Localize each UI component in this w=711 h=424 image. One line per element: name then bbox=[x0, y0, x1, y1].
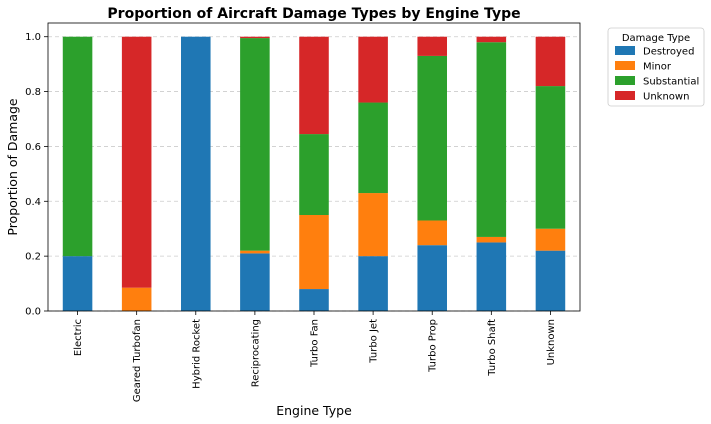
legend-swatch-minor bbox=[615, 61, 635, 70]
x-tick-label: Unknown bbox=[546, 319, 557, 365]
bar-destroyed-turbo-shaft bbox=[476, 242, 507, 311]
x-ticks: Electric Geared Turbofan Hybrid Rocket Reci… bbox=[73, 311, 557, 402]
x-tick-label: Turbo Jet bbox=[369, 319, 380, 364]
y-ticks: 0.0 0.2 0.4 0.6 0.8 1.0 bbox=[25, 32, 48, 318]
y-tick-label: 0.6 bbox=[25, 142, 41, 153]
x-tick-label: Reciprocating bbox=[250, 319, 261, 387]
x-tick-label: Turbo Shaft bbox=[487, 319, 498, 377]
bar-unknown-turbo-jet bbox=[358, 36, 388, 103]
bar-minor-reciprocating bbox=[240, 250, 270, 254]
legend-swatch-unknown bbox=[615, 91, 635, 100]
bar-unknown-geared-turbofan bbox=[121, 36, 152, 288]
bar-minor-geared-turbofan bbox=[121, 287, 152, 311]
bar-minor-turbo-jet bbox=[358, 193, 388, 257]
bar-unknown-unknown bbox=[535, 36, 566, 87]
bar-destroyed-hybrid-rocket bbox=[181, 36, 211, 311]
bar-substantial-turbo-fan bbox=[299, 134, 329, 215]
legend-swatch-substantial bbox=[615, 76, 635, 85]
legend-title: Damage Type bbox=[622, 33, 690, 44]
y-tick-label: 0.4 bbox=[25, 197, 41, 208]
bar-unknown-turbo-fan bbox=[299, 36, 329, 135]
bars bbox=[62, 36, 566, 311]
bar-substantial-unknown bbox=[535, 86, 566, 229]
y-axis-label: Proportion of Damage bbox=[5, 98, 20, 236]
bar-unknown-reciprocating bbox=[240, 36, 270, 39]
y-tick-label: 0.8 bbox=[25, 87, 41, 98]
y-tick-label: 1.0 bbox=[25, 32, 41, 43]
y-tick-label: 0.0 bbox=[25, 307, 41, 318]
legend-label-destroyed: Destroyed bbox=[643, 47, 694, 58]
bar-destroyed-turbo-fan bbox=[299, 289, 329, 311]
bar-minor-turbo-fan bbox=[299, 215, 329, 290]
bar-substantial-turbo-prop bbox=[417, 55, 447, 221]
bar-destroyed-unknown bbox=[535, 250, 566, 311]
bar-unknown-turbo-prop bbox=[417, 36, 447, 56]
bar-minor-turbo-shaft bbox=[476, 236, 507, 243]
chart-title: Proportion of Aircraft Damage Types by E… bbox=[107, 6, 520, 22]
bar-destroyed-turbo-jet bbox=[358, 256, 388, 311]
bar-destroyed-reciprocating bbox=[240, 253, 270, 311]
x-tick-label: Geared Turbofan bbox=[132, 319, 143, 402]
legend-label-unknown: Unknown bbox=[643, 92, 689, 103]
y-tick-label: 0.2 bbox=[25, 252, 41, 263]
bar-substantial-turbo-shaft bbox=[476, 42, 507, 237]
legend: Damage Type Destroyed Minor Substantial Unk… bbox=[607, 27, 705, 107]
bar-substantial-reciprocating bbox=[240, 38, 270, 251]
bar-minor-unknown bbox=[535, 228, 566, 251]
bar-minor-turbo-prop bbox=[417, 220, 447, 246]
legend-swatch-destroyed bbox=[615, 46, 635, 55]
bar-destroyed-turbo-prop bbox=[417, 245, 447, 311]
bar-destroyed-electric bbox=[62, 256, 93, 311]
x-tick-label: Electric bbox=[73, 319, 84, 356]
x-axis-label: Engine Type bbox=[276, 403, 352, 418]
x-tick-label: Hybrid Rocket bbox=[191, 319, 202, 389]
bar-substantial-turbo-jet bbox=[358, 102, 388, 194]
x-tick-label: Turbo Prop bbox=[428, 319, 439, 373]
bar-unknown-turbo-shaft bbox=[476, 36, 507, 43]
x-tick-label: Turbo Fan bbox=[310, 319, 321, 368]
legend-label-minor: Minor bbox=[643, 62, 672, 73]
bar-substantial-electric bbox=[62, 36, 93, 257]
legend-label-substantial: Substantial bbox=[643, 77, 699, 88]
